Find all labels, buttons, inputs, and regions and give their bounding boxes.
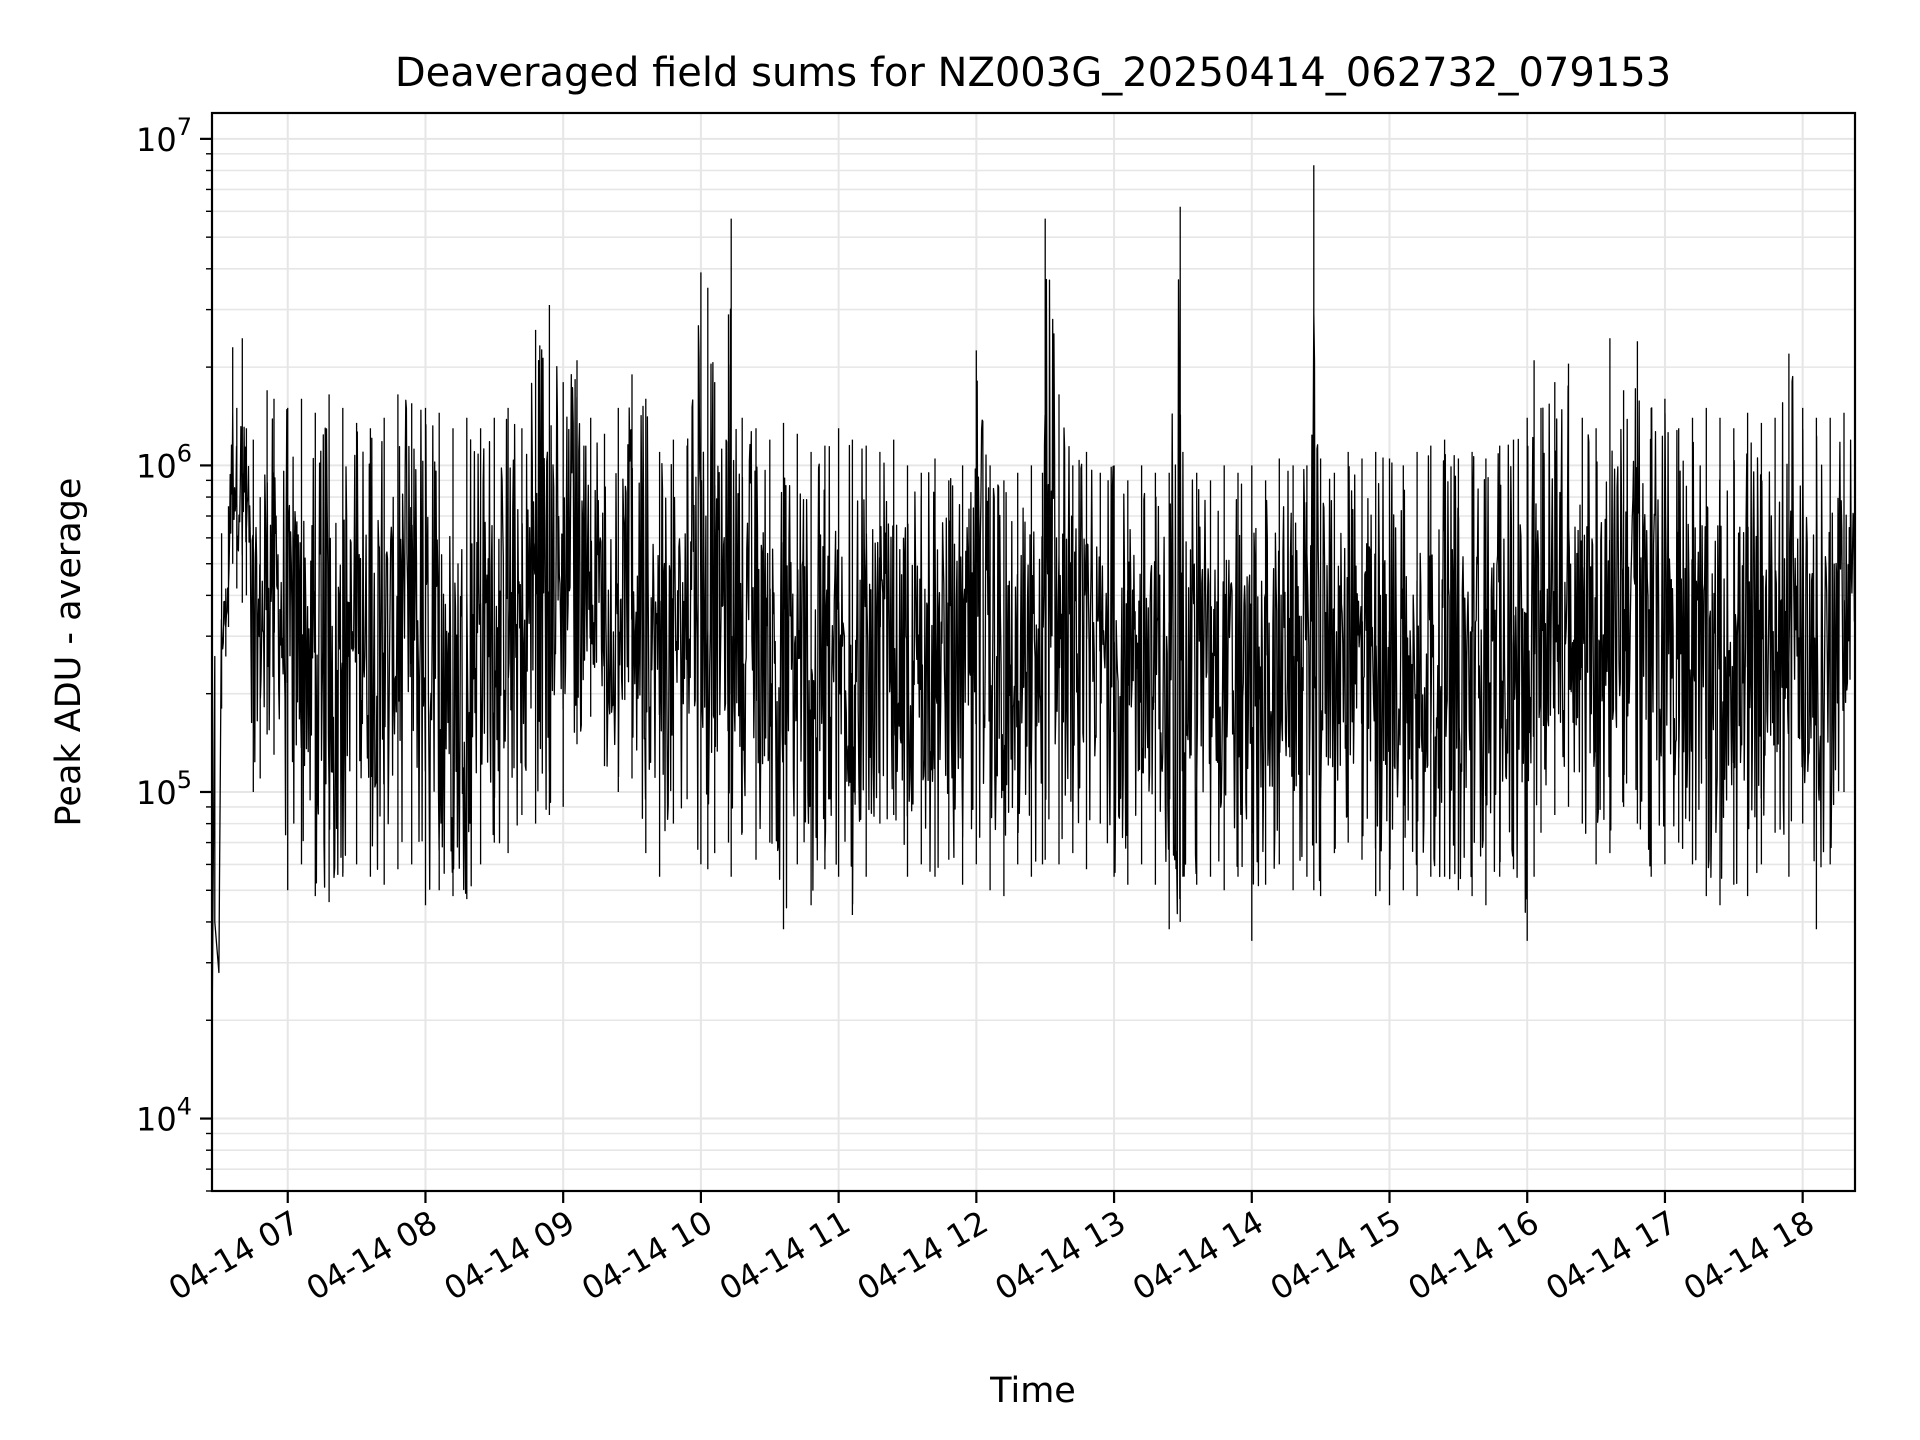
y-tick-label-base: 10 [136, 447, 177, 485]
x-tick-label: 04-14 14 [1126, 1203, 1270, 1308]
y-tick-label: 107 [136, 113, 192, 159]
chart-title: Deaveraged field sums for NZ003G_2025041… [395, 50, 1671, 96]
plot-frame [210, 111, 1857, 1193]
y-tick-label-base: 10 [136, 121, 177, 159]
series-line-peak-adu [211, 165, 1856, 1044]
x-tick-label: 04-14 18 [1677, 1203, 1821, 1308]
x-tick-label: 04-14 15 [1264, 1203, 1408, 1308]
x-tick-label: 04-14 13 [988, 1203, 1132, 1308]
y-tick-label-base: 10 [136, 1101, 177, 1139]
x-tick-label: 04-14 17 [1539, 1203, 1683, 1308]
y-tick-label: 106 [136, 439, 192, 485]
y-tick-label: 105 [136, 766, 192, 812]
x-tick-label: 04-14 07 [162, 1203, 306, 1308]
y-tick-label-exponent: 6 [177, 439, 192, 467]
grid-lines [212, 113, 1855, 1192]
y-tick-label: 104 [136, 1093, 192, 1139]
y-tick-label-exponent: 5 [177, 766, 192, 794]
x-tick-label: 04-14 16 [1402, 1203, 1546, 1308]
x-axis-label: Time [989, 1371, 1076, 1411]
x-tick-label: 04-14 09 [438, 1203, 582, 1308]
y-tick-label-base: 10 [136, 774, 177, 812]
x-tick-label: 04-14 11 [713, 1203, 857, 1308]
x-tick-label: 04-14 10 [575, 1203, 719, 1308]
y-tick-label-exponent: 7 [177, 113, 192, 141]
y-axis-label: Peak ADU - average [49, 478, 89, 827]
x-tick-label: 04-14 08 [300, 1203, 444, 1308]
x-tick-label: 04-14 12 [851, 1203, 995, 1308]
y-tick-label-exponent: 4 [177, 1093, 192, 1121]
